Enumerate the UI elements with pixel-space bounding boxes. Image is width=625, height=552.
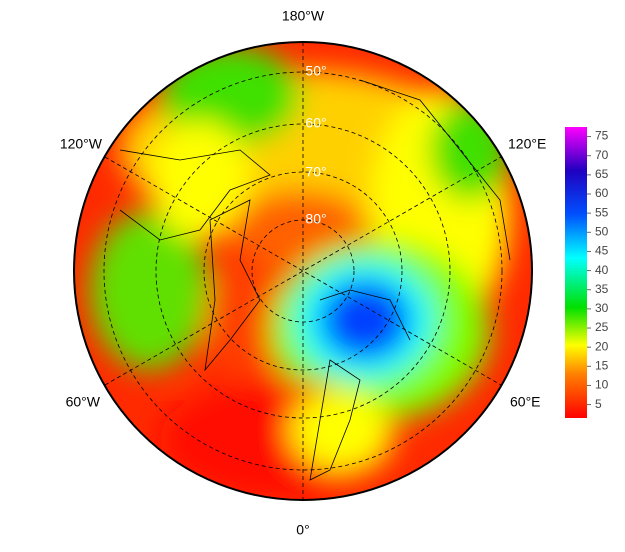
colorbar-tick-label: 40 xyxy=(595,263,609,277)
longitude-label: 120°W xyxy=(60,136,103,152)
latitude-label: 70° xyxy=(305,164,326,180)
colorbar-tick-label: 55 xyxy=(595,205,609,219)
colorbar-tick-label: 50 xyxy=(595,224,609,238)
colorbar-tick-label: 65 xyxy=(595,167,609,181)
longitude-label: 120°E xyxy=(508,136,546,152)
colorbar-tick-label: 5 xyxy=(595,397,602,411)
colorbar-tick-label: 10 xyxy=(595,378,609,392)
latitude-label: 50° xyxy=(305,63,326,79)
latitude-label: 80° xyxy=(305,211,326,227)
map-border xyxy=(73,41,533,501)
latitude-label: 60° xyxy=(305,115,326,131)
longitude-label: 60°E xyxy=(510,394,541,410)
colorbar-tick-label: 25 xyxy=(595,320,609,334)
longitude-label: 0° xyxy=(296,522,309,538)
longitude-label: 180°W xyxy=(282,8,325,24)
colorbar-tick-label: 45 xyxy=(595,244,609,258)
colorbar-tick-label: 30 xyxy=(595,301,609,315)
colorbar-tick-label: 60 xyxy=(595,186,609,200)
colorbar-tick-label: 70 xyxy=(595,148,609,162)
colorbar-tick-label: 20 xyxy=(595,339,609,353)
colorbar-tick-label: 75 xyxy=(595,129,609,143)
colorbar xyxy=(565,127,587,418)
colorbar-tick-label: 15 xyxy=(595,358,609,372)
longitude-label: 60°W xyxy=(66,394,101,410)
colorbar-tick-label: 35 xyxy=(595,282,609,296)
